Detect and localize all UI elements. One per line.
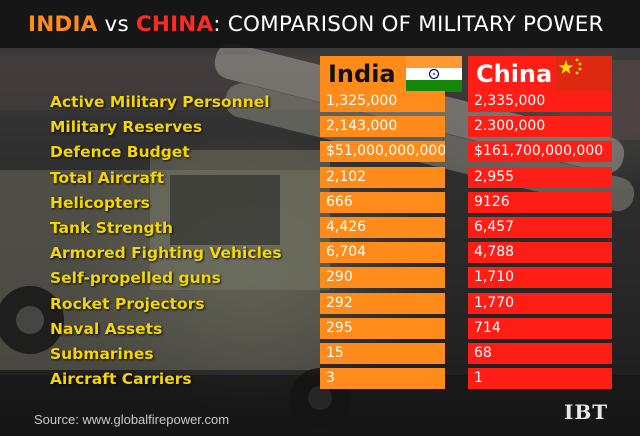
row-label: Total Aircraft	[50, 168, 165, 187]
india-value-cell: 4,426	[320, 216, 445, 238]
title-vs: vs	[97, 11, 136, 37]
india-value-cell: 3	[320, 368, 445, 390]
india-header-label: India	[328, 60, 396, 88]
india-values-column: 1,325,000 2,143,000 $51,000,000,000 2,10…	[320, 91, 445, 393]
china-value-cell: 2,955	[468, 166, 612, 188]
india-value-cell: 290	[320, 267, 445, 289]
china-values-column: 2,335,000 2.300,000 $161,700,000,000 2,9…	[468, 91, 612, 393]
china-flag-icon	[556, 56, 612, 92]
source-credit: Source: www.globalfirepower.com	[34, 412, 230, 427]
china-value-cell: 4,788	[468, 242, 612, 264]
china-value-cell: 6,457	[468, 216, 612, 238]
india-value-cell: 2,102	[320, 166, 445, 188]
title-china: CHINA	[135, 11, 214, 37]
china-value-cell: 2.300,000	[468, 116, 612, 138]
row-label: Aircraft Carriers	[50, 370, 192, 389]
metric-labels: Active Military Personnel Military Reser…	[50, 90, 320, 392]
india-value-cell: 292	[320, 292, 445, 314]
page-title: INDIA vs CHINA: COMPARISON OF MILITARY P…	[28, 12, 604, 37]
china-value-cell: 1,770	[468, 292, 612, 314]
row-label: Rocket Projectors	[50, 294, 205, 313]
row-label: Defence Budget	[50, 143, 190, 162]
row-label: Armored Fighting Vehicles	[50, 244, 282, 263]
china-value-cell: 1,710	[468, 267, 612, 289]
china-header-label: China	[476, 60, 553, 88]
row-label: Submarines	[50, 344, 154, 363]
india-value-cell: $51,000,000,000	[320, 141, 445, 163]
india-column-header: India	[320, 56, 462, 92]
china-value-cell: 2,335,000	[468, 91, 612, 112]
title-rest: : COMPARISON OF MILITARY POWER	[213, 11, 604, 37]
india-value-cell: 295	[320, 317, 445, 339]
india-flag-icon	[406, 56, 462, 92]
china-value-cell: 68	[468, 342, 612, 364]
title-bar: INDIA vs CHINA: COMPARISON OF MILITARY P…	[0, 0, 640, 48]
india-value-cell: 1,325,000	[320, 91, 445, 112]
row-label: Active Military Personnel	[50, 93, 270, 111]
china-value-cell: 9126	[468, 191, 612, 213]
india-value-cell: 2,143,000	[320, 116, 445, 138]
india-value-cell: 15	[320, 342, 445, 364]
row-label: Helicopters	[50, 193, 150, 212]
china-value-cell: 714	[468, 317, 612, 339]
row-label: Naval Assets	[50, 319, 163, 338]
row-label: Self-propelled guns	[50, 269, 221, 288]
title-india: INDIA	[28, 11, 98, 37]
row-label: Tank Strength	[50, 218, 174, 237]
china-value-cell: $161,700,000,000	[468, 141, 612, 163]
india-value-cell: 666	[320, 191, 445, 213]
row-label: Military Reserves	[50, 118, 203, 137]
china-column-header: China	[468, 56, 612, 92]
india-value-cell: 6,704	[320, 242, 445, 264]
china-value-cell: 1	[468, 368, 612, 390]
ibt-logo: IBT	[564, 400, 609, 424]
